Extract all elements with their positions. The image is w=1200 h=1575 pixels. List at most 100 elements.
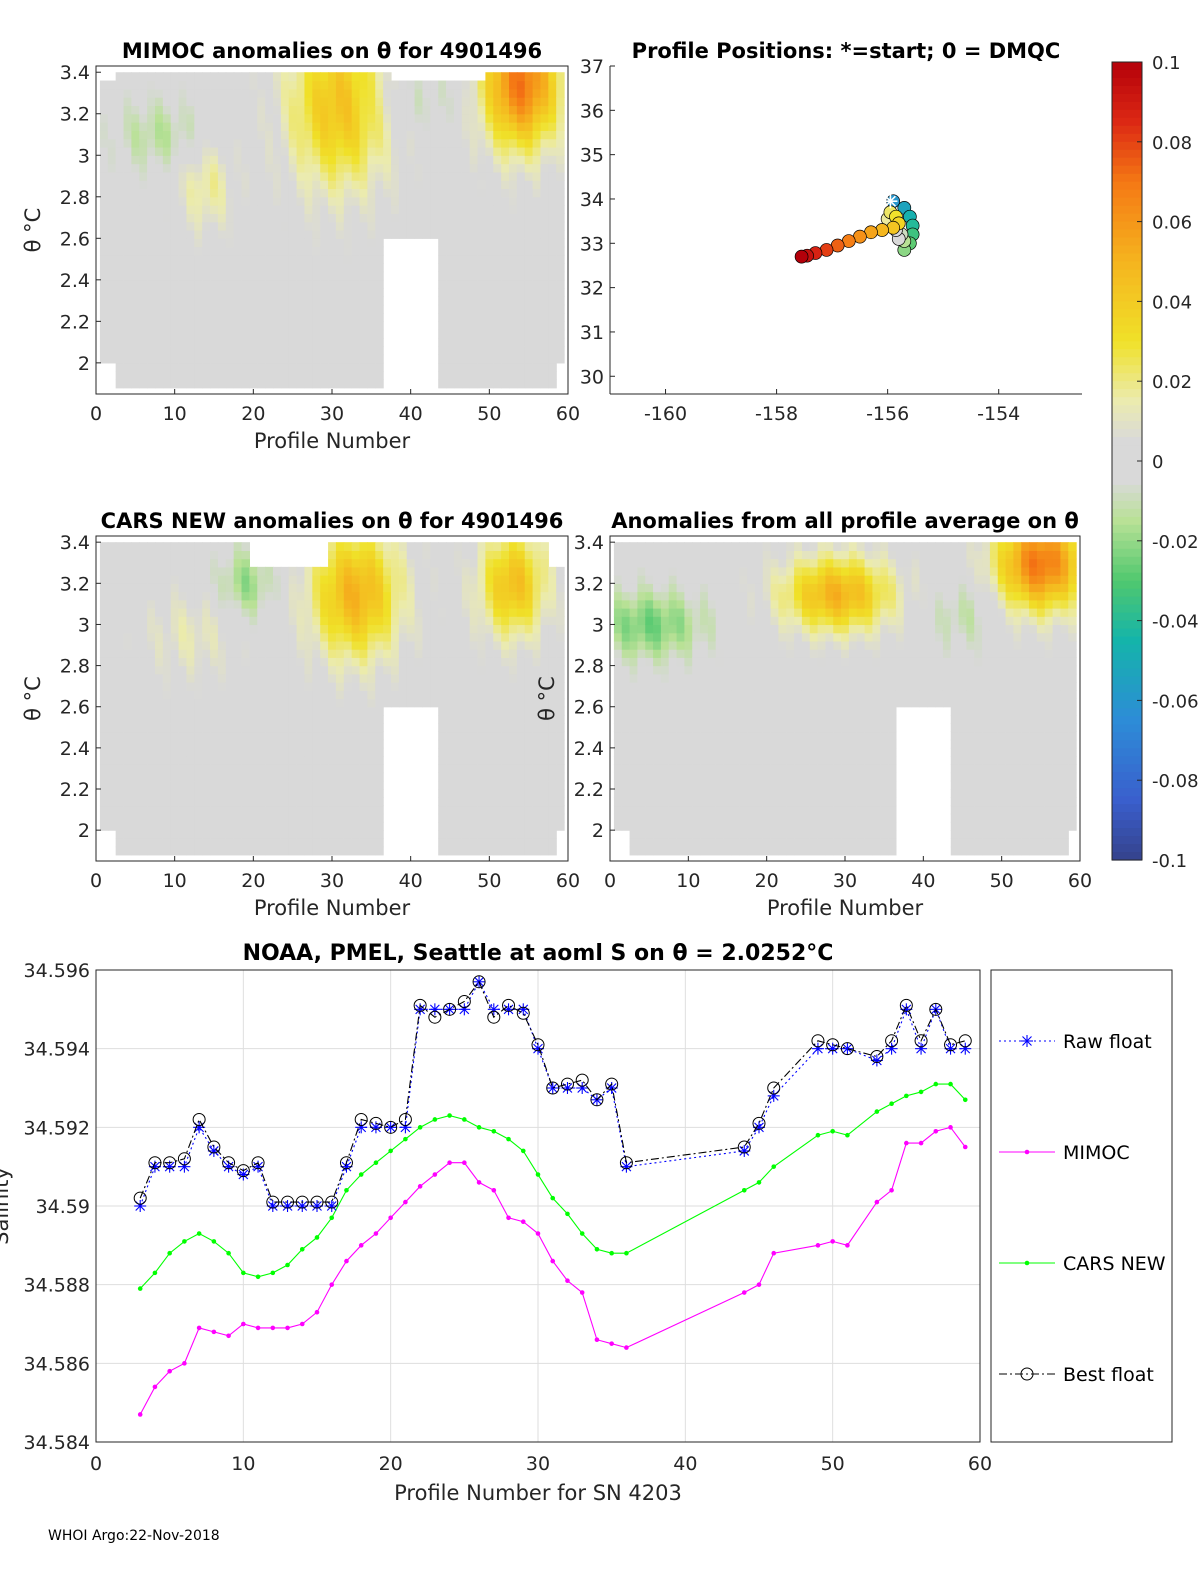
- heatmap-cell: [280, 346, 290, 356]
- heatmap-cell: [621, 772, 631, 782]
- heatmap-cell: [131, 221, 140, 231]
- heatmap-cell: [359, 337, 368, 347]
- heatmap-cell: [540, 830, 549, 839]
- heatmap-cell: [430, 113, 439, 123]
- heatmap-cell: [516, 122, 526, 131]
- heatmap-cell: [328, 213, 337, 223]
- heatmap-cell: [676, 756, 686, 765]
- heatmap-cell: [210, 846, 219, 856]
- heatmap-cell: [202, 607, 211, 617]
- heatmap-cell: [375, 329, 384, 339]
- heatmap-cell: [493, 279, 502, 289]
- heatmap-cell: [556, 789, 565, 798]
- heatmap-cell: [446, 80, 455, 90]
- heatmap-cell: [461, 205, 471, 214]
- heatmap-cell: [501, 146, 510, 156]
- heatmap-cell: [406, 180, 416, 190]
- heatmap-cell: [155, 682, 164, 691]
- heatmap-cell: [107, 288, 117, 298]
- heatmap-cell: [178, 146, 188, 156]
- heatmap-cell: [438, 205, 447, 214]
- heatmap-cell: [731, 747, 740, 757]
- heatmap-cell: [296, 221, 306, 231]
- heatmap-cell: [115, 379, 125, 389]
- heatmap-cell: [469, 105, 479, 115]
- heatmap-cell: [446, 657, 455, 667]
- heatmap-cell: [509, 122, 518, 131]
- heatmap-cell: [288, 288, 298, 298]
- heatmap-cell: [660, 566, 670, 576]
- heatmap-cell: [320, 72, 329, 82]
- heatmap-cell: [328, 764, 337, 774]
- heatmap-cell: [422, 188, 431, 198]
- heatmap-cell: [225, 682, 235, 691]
- heatmap-cell: [532, 747, 542, 757]
- heatmap-cell: [723, 838, 733, 848]
- heatmap-cell: [509, 657, 518, 667]
- heatmap-cell: [249, 163, 258, 173]
- heatmap-cell: [217, 575, 227, 584]
- heatmap-cell: [225, 279, 235, 289]
- heatmap-cell: [241, 288, 250, 298]
- heatmap-cell: [477, 155, 486, 165]
- heatmap-cell: [202, 838, 211, 848]
- heatmap-cell: [296, 797, 306, 807]
- heatmap-cell: [485, 632, 494, 642]
- heatmap-cell: [532, 739, 542, 749]
- heatmap-cell: [233, 747, 243, 757]
- heatmap-cell: [328, 138, 337, 148]
- heatmap-cell: [477, 607, 486, 617]
- heatmap-cell: [367, 113, 376, 123]
- heatmap-cell: [754, 690, 764, 700]
- heatmap-cell: [170, 304, 180, 314]
- heatmap-cell: [715, 846, 725, 856]
- heatmap-cell: [754, 673, 764, 683]
- heatmap-cell: [186, 313, 195, 322]
- heatmap-cell: [493, 624, 502, 634]
- heatmap-cell: [477, 279, 486, 289]
- heatmap-cell: [123, 838, 132, 848]
- heatmap-cell: [438, 213, 447, 223]
- heatmap-cell: [613, 649, 623, 658]
- heatmap-cell: [509, 279, 518, 289]
- heatmap-cell: [532, 830, 542, 839]
- heatmap-cell: [249, 591, 258, 601]
- heatmap-cell: [629, 706, 639, 716]
- heatmap-cell: [115, 649, 125, 658]
- heatmap-cell: [653, 607, 662, 617]
- heatmap-cell: [233, 246, 243, 256]
- heatmap-cell: [178, 821, 188, 831]
- heatmap-cell: [532, 313, 542, 322]
- heatmap-cell: [241, 138, 250, 148]
- heatmap-cell: [225, 723, 235, 733]
- heatmap-cell: [304, 665, 313, 675]
- heatmap-cell: [516, 313, 526, 322]
- heatmap-cell: [367, 772, 376, 782]
- heatmap-cell: [210, 371, 219, 381]
- heatmap-cell: [532, 279, 542, 289]
- heatmap-cell: [351, 196, 361, 206]
- heatmap-cell: [524, 304, 534, 314]
- heatmap-cell: [453, 616, 463, 626]
- heatmap-cell: [548, 72, 557, 82]
- heatmap-cell: [233, 723, 243, 733]
- heatmap-cell: [707, 673, 717, 683]
- heatmap-cell: [343, 657, 353, 667]
- heatmap-cell: [217, 632, 227, 642]
- heatmap-cell: [123, 599, 132, 609]
- heatmap-cell: [320, 288, 329, 298]
- heatmap-cell: [320, 97, 329, 107]
- heatmap-cell: [320, 213, 329, 223]
- heatmap-cell: [280, 591, 290, 601]
- heatmap-cell: [516, 698, 526, 708]
- heatmap-cell: [692, 813, 701, 823]
- heatmap-cell: [99, 105, 109, 115]
- heatmap-cell: [391, 113, 400, 123]
- heatmap-cell: [660, 673, 670, 683]
- heatmap-cell: [731, 756, 740, 765]
- heatmap-cell: [217, 682, 227, 691]
- heatmap-cell: [107, 789, 117, 798]
- heatmap-cell: [194, 313, 203, 322]
- heatmap-cell: [194, 616, 203, 626]
- heatmap-cell: [621, 542, 631, 551]
